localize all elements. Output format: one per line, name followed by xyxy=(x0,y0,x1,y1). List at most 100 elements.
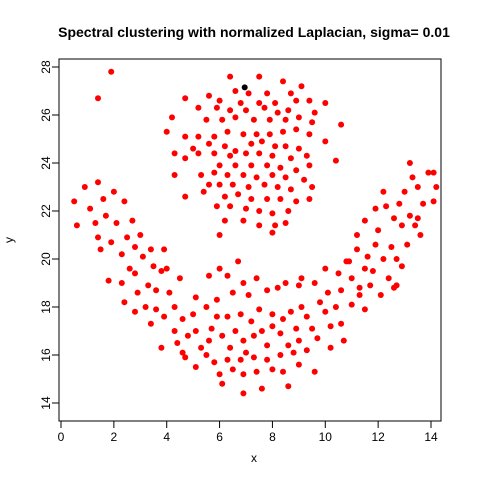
data-point xyxy=(71,198,78,205)
data-point xyxy=(153,287,160,294)
data-point xyxy=(264,90,271,97)
data-point xyxy=(322,100,329,106)
data-point xyxy=(124,234,131,241)
x-tick-label: 8 xyxy=(269,430,276,444)
data-point xyxy=(224,172,231,178)
data-point xyxy=(385,275,392,282)
data-point xyxy=(113,220,120,226)
data-point xyxy=(153,306,160,313)
data-point xyxy=(245,292,252,298)
data-point xyxy=(176,275,183,282)
data-point xyxy=(253,174,260,181)
data-point xyxy=(380,256,387,262)
data-point xyxy=(227,73,234,80)
data-point xyxy=(166,289,173,296)
data-point xyxy=(190,145,197,152)
data-point xyxy=(219,332,226,339)
y-tick-label: 20 xyxy=(39,252,53,266)
data-point xyxy=(269,229,276,236)
data-point xyxy=(243,150,249,157)
data-point xyxy=(293,126,300,133)
data-point xyxy=(206,337,212,344)
y-tick-label: 28 xyxy=(39,60,53,74)
data-point xyxy=(211,133,218,140)
data-point xyxy=(298,304,305,310)
data-point xyxy=(171,304,178,310)
data-point xyxy=(335,270,342,277)
data-point xyxy=(121,299,128,306)
data-point xyxy=(282,280,289,286)
data-point xyxy=(81,184,88,190)
data-point xyxy=(266,131,273,138)
data-point xyxy=(258,385,265,392)
data-point xyxy=(108,68,115,75)
data-point xyxy=(248,162,255,169)
data-point xyxy=(317,299,323,306)
data-point xyxy=(253,131,260,138)
data-point xyxy=(361,306,368,313)
data-point xyxy=(216,97,223,104)
data-point xyxy=(295,282,302,289)
data-point xyxy=(206,92,212,99)
data-point xyxy=(285,107,292,114)
data-point xyxy=(311,280,318,286)
data-point xyxy=(206,181,212,188)
data-point xyxy=(171,328,178,334)
data-point xyxy=(269,210,276,217)
data-point xyxy=(150,263,157,270)
data-point xyxy=(137,232,144,238)
data-point xyxy=(280,316,286,322)
data-point xyxy=(240,131,247,138)
data-point xyxy=(361,217,368,224)
data-point xyxy=(391,215,397,222)
data-point xyxy=(224,313,231,320)
data-point xyxy=(243,349,249,356)
data-point xyxy=(256,306,263,313)
data-point xyxy=(240,217,247,224)
data-point xyxy=(391,284,397,291)
data-point xyxy=(264,196,271,202)
data-point xyxy=(266,116,273,123)
chart-title: Spectral clustering with normalized Lapl… xyxy=(58,24,450,40)
data-point xyxy=(290,349,297,356)
data-point xyxy=(100,196,107,202)
data-point xyxy=(227,344,234,351)
data-point xyxy=(414,184,421,190)
x-tick-label: 4 xyxy=(163,430,170,444)
x-tick-label: 2 xyxy=(111,430,118,444)
data-point xyxy=(261,104,268,111)
data-point xyxy=(293,167,300,174)
data-point xyxy=(322,265,329,272)
data-point xyxy=(425,169,432,176)
data-point xyxy=(287,155,294,162)
y-axis-label: y xyxy=(2,237,16,243)
data-point xyxy=(356,284,363,291)
data-point xyxy=(406,160,413,166)
data-point xyxy=(92,220,99,226)
y-tick-label: 24 xyxy=(39,156,53,170)
data-point xyxy=(285,383,292,390)
data-point xyxy=(206,272,212,279)
x-tick-label: 10 xyxy=(319,430,333,444)
data-point xyxy=(139,253,146,260)
data-point xyxy=(240,280,247,286)
data-point xyxy=(232,114,239,121)
y-tick-label: 16 xyxy=(39,348,53,362)
data-point xyxy=(282,174,289,181)
data-point xyxy=(298,275,305,282)
data-point xyxy=(129,217,136,224)
data-point xyxy=(361,265,368,272)
data-point xyxy=(182,354,189,361)
data-point xyxy=(237,100,244,106)
data-point xyxy=(372,241,379,248)
data-point xyxy=(224,272,231,279)
data-point xyxy=(216,265,223,272)
data-point xyxy=(190,311,197,318)
data-point xyxy=(348,301,355,308)
data-point xyxy=(248,196,255,202)
data-point xyxy=(287,90,294,97)
data-point xyxy=(227,152,234,159)
data-point xyxy=(264,287,271,294)
data-point xyxy=(367,282,374,289)
